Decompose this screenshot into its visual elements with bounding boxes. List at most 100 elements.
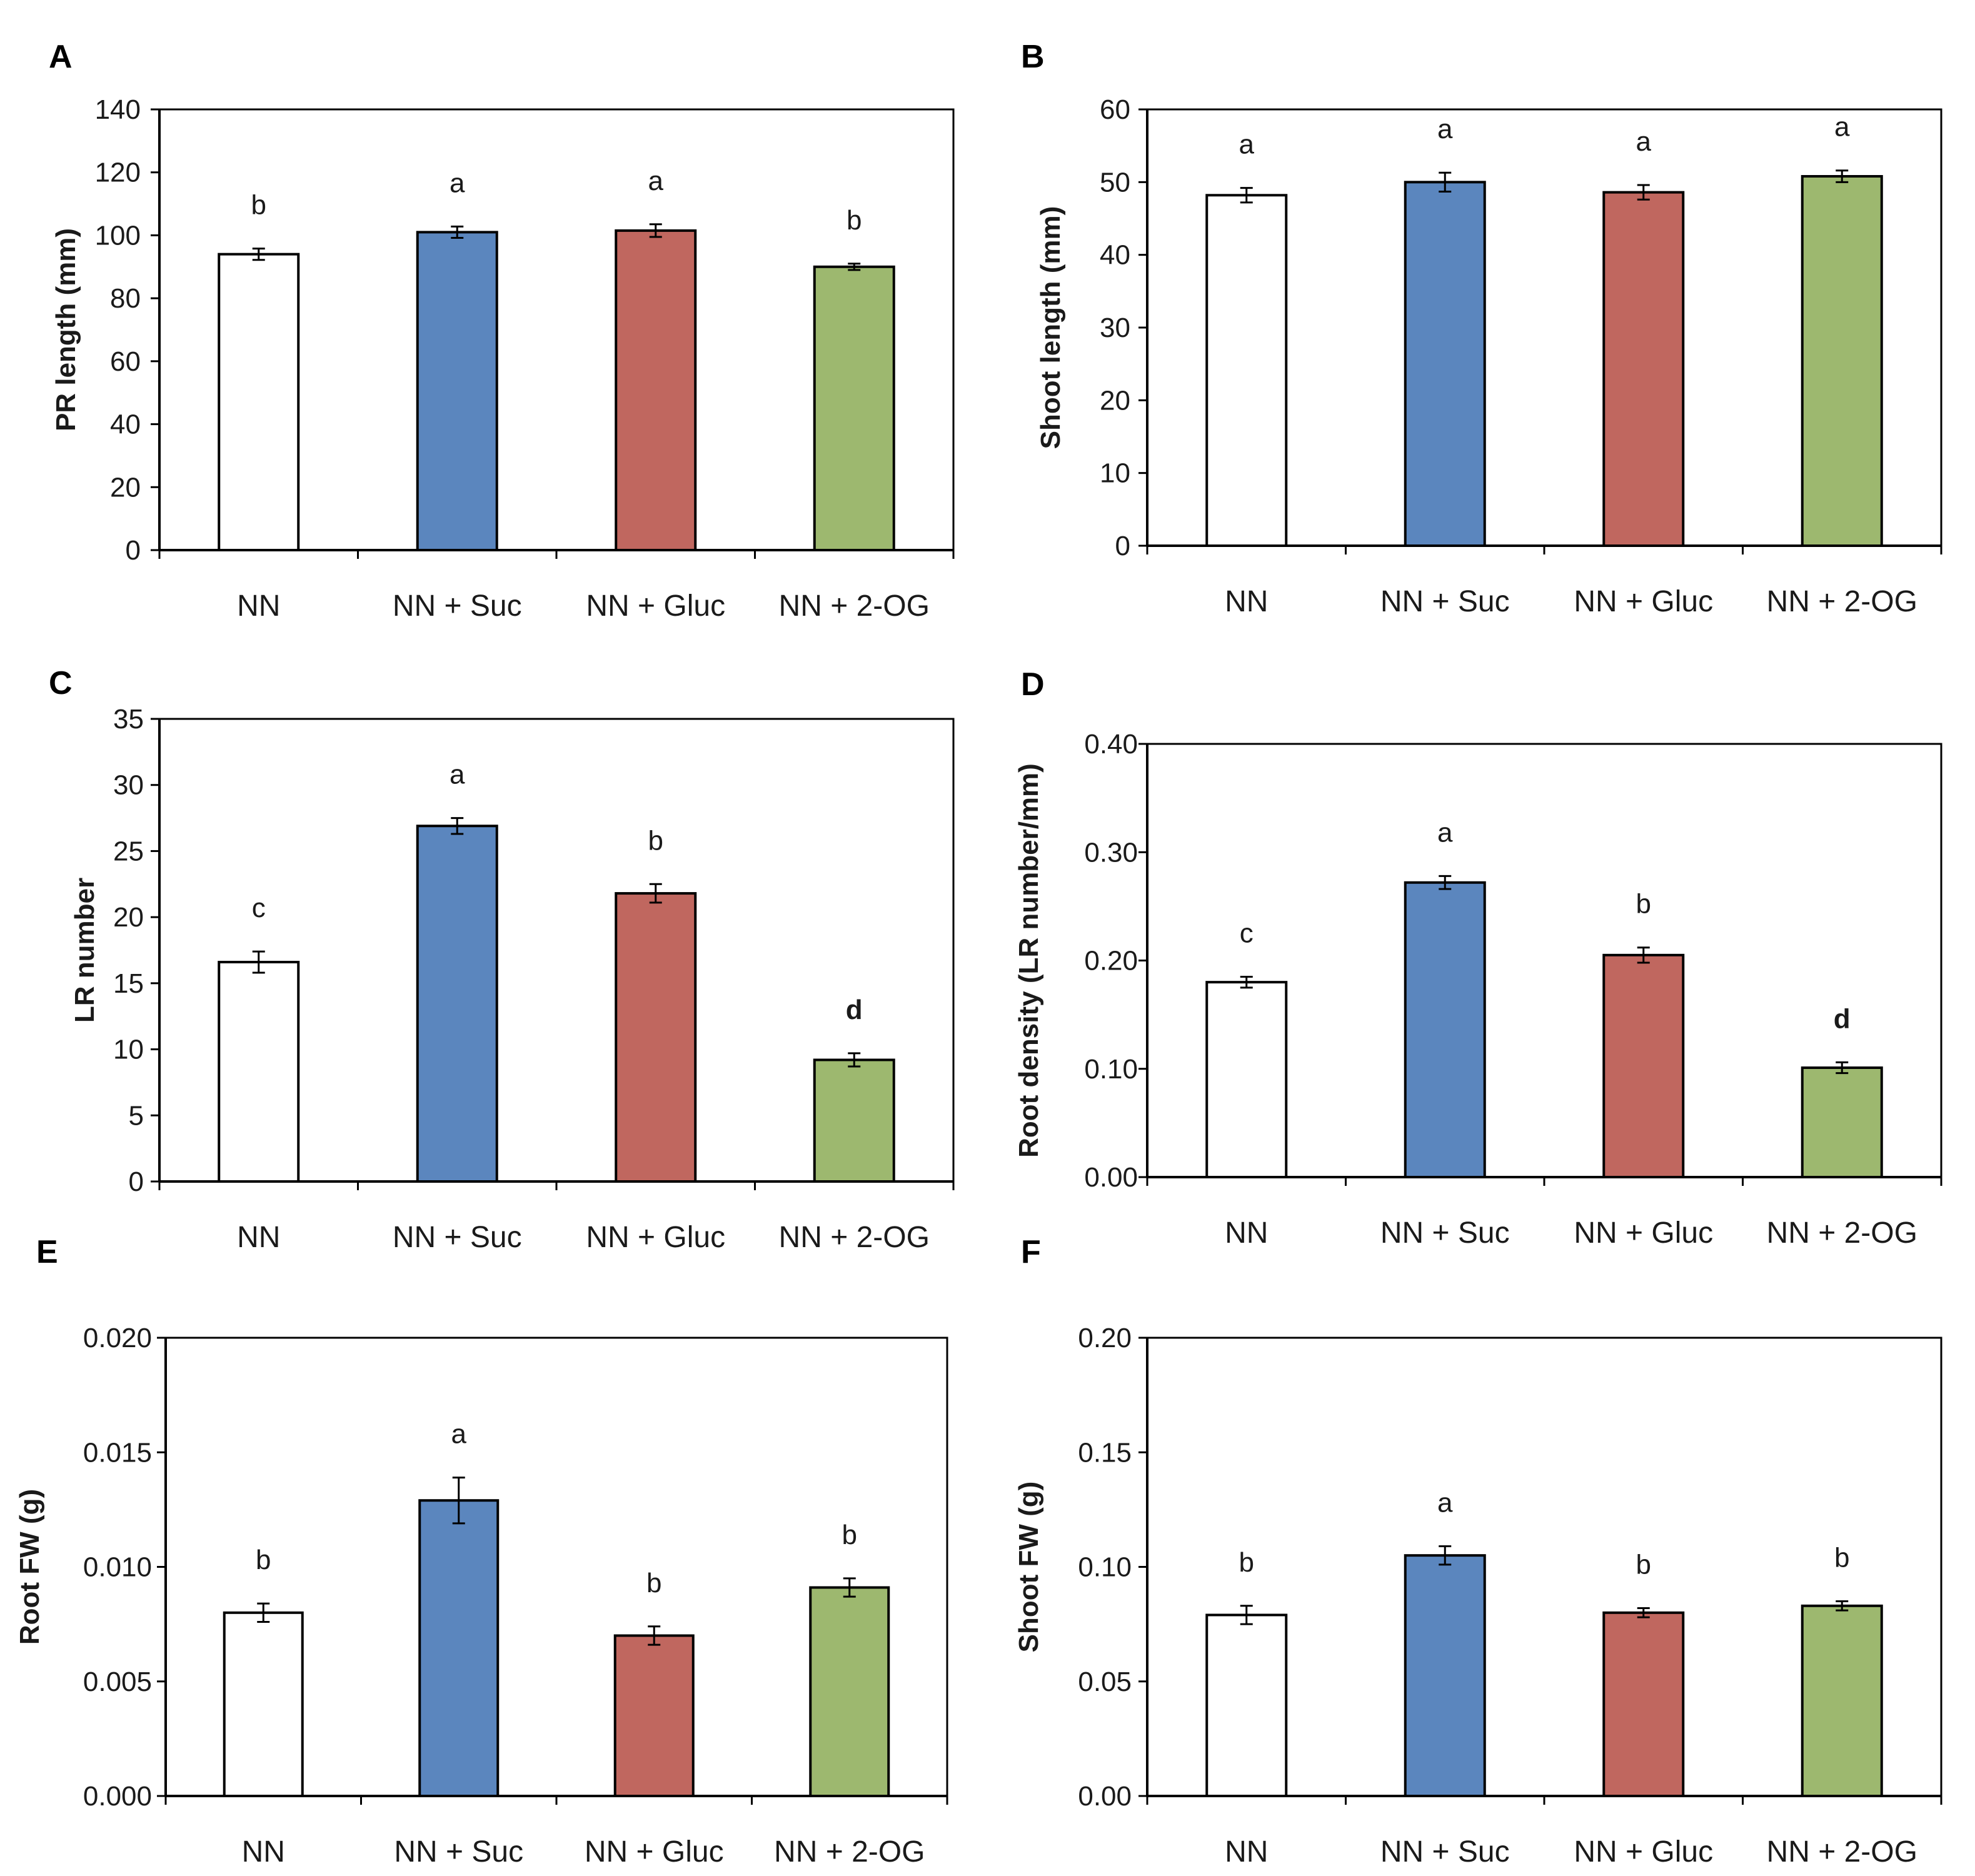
bar	[613, 1634, 695, 1797]
significance-label: a	[450, 168, 465, 198]
y-tick-label: 40	[1100, 240, 1130, 271]
x-tick-label: NN + 2-OG	[1767, 1216, 1917, 1250]
y-axis-label: Root density (LR number/mm)	[1013, 763, 1044, 1158]
y-tick-label: 120	[95, 158, 141, 188]
y-tick-label: 10	[113, 1035, 144, 1065]
y-tick-label: 0.00	[1084, 1162, 1138, 1193]
y-tick-label: 30	[113, 770, 144, 801]
bar	[809, 1586, 890, 1798]
significance-label: b	[256, 1545, 271, 1575]
x-tick-label: NN	[237, 1221, 280, 1254]
bar	[1404, 881, 1486, 1178]
y-tick-label: 0.10	[1084, 1054, 1138, 1085]
y-tick-label: 20	[113, 902, 144, 933]
panel-letter: F	[1021, 1234, 1041, 1270]
y-tick-label: 0.015	[83, 1437, 152, 1468]
y-tick-label: 60	[110, 346, 141, 377]
significance-label: a	[1437, 114, 1453, 144]
x-tick-label: NN + 2-OG	[1767, 585, 1917, 618]
chart-panel-f: F 0.00 0.05 0.10 0.15 0.20 Shoot FW (g) b NN a NN …	[1013, 1234, 1942, 1868]
x-tick-label: NN + 2-OG	[774, 1835, 925, 1868]
significance-label: b	[1834, 1542, 1849, 1573]
panel-letter: C	[49, 665, 73, 701]
y-tick-label: 35	[113, 704, 144, 735]
bar	[1801, 1604, 1883, 1797]
significance-label: b	[1239, 1547, 1254, 1578]
bar	[1801, 175, 1883, 547]
bar	[1801, 1066, 1883, 1178]
chart-panel-d: D 0.00 0.10 0.20 0.30 0.40 Root density (LR nu…	[1013, 666, 1942, 1250]
y-axis-label: Shoot length (mm)	[1035, 206, 1066, 449]
x-tick-label: NN + Gluc	[585, 1835, 724, 1868]
significance-label: a	[648, 166, 664, 196]
x-tick-label: NN	[237, 589, 280, 623]
bar	[1205, 1613, 1288, 1798]
y-tick-label: 0.010	[83, 1552, 152, 1583]
y-axis-label: Root FW (g)	[14, 1489, 45, 1645]
significance-label: d	[846, 995, 863, 1025]
significance-label: a	[451, 1419, 467, 1450]
bar	[813, 1058, 895, 1183]
y-tick-label: 0	[126, 535, 141, 566]
y-tick-label: 0.20	[1084, 946, 1138, 976]
y-tick-label: 40	[110, 409, 141, 440]
significance-label: b	[1636, 889, 1651, 920]
bar	[1205, 194, 1288, 548]
x-tick-label: NN + 2-OG	[779, 1221, 930, 1254]
x-tick-label: NN + Gluc	[586, 589, 725, 623]
x-tick-label: NN + Suc	[1380, 1216, 1510, 1250]
y-tick-label: 0.40	[1084, 729, 1138, 760]
y-tick-label: 0	[129, 1166, 144, 1197]
y-tick-label: 15	[113, 968, 144, 999]
y-axis-label: PR length (mm)	[51, 228, 81, 431]
y-tick-label: 50	[1100, 167, 1130, 198]
significance-label: a	[1834, 112, 1850, 143]
significance-label: a	[1437, 817, 1453, 848]
bar	[615, 892, 697, 1183]
panel-letter: D	[1021, 666, 1045, 703]
bar	[223, 1611, 304, 1798]
y-tick-label: 20	[1100, 385, 1130, 416]
significance-label: a	[1636, 126, 1652, 157]
panel-letter: E	[36, 1234, 58, 1270]
bar	[218, 961, 300, 1183]
significance-label: d	[1834, 1003, 1851, 1034]
significance-label: a	[450, 760, 465, 790]
x-tick-label: NN	[1225, 585, 1268, 618]
x-tick-label: NN + Suc	[1380, 1835, 1510, 1868]
chart-panel-c: C 0 5 10 15 20 25 30 35 LR number c NN a NN + Suc b NN …	[49, 665, 955, 1254]
x-tick-label: NN + Suc	[393, 1221, 522, 1254]
y-tick-label: 0.10	[1078, 1552, 1132, 1583]
significance-label: b	[847, 205, 862, 236]
x-tick-label: NN + Gluc	[1574, 585, 1713, 618]
bar	[1205, 981, 1288, 1179]
significance-label: b	[646, 1568, 661, 1598]
x-tick-label: NN + 2-OG	[779, 589, 930, 623]
y-tick-label: 0.05	[1078, 1667, 1132, 1697]
x-tick-label: NN + Suc	[394, 1835, 523, 1868]
y-tick-label: 140	[95, 94, 141, 125]
panel-letter: A	[49, 39, 73, 75]
y-tick-label: 0.00	[1078, 1781, 1132, 1812]
bar	[218, 253, 300, 551]
y-axis-label: LR number	[69, 878, 100, 1023]
y-tick-label: 10	[1100, 458, 1130, 489]
bar	[1404, 181, 1486, 548]
bar	[813, 265, 895, 551]
bar	[1602, 953, 1685, 1179]
y-tick-label: 100	[95, 220, 141, 251]
panel-letter: B	[1021, 39, 1045, 75]
y-tick-label: 0.020	[83, 1323, 152, 1353]
bar	[1602, 191, 1685, 547]
y-tick-label: 25	[113, 836, 144, 866]
y-axis-label: Shoot FW (g)	[1013, 1482, 1044, 1653]
x-tick-label: NN + 2-OG	[1767, 1835, 1917, 1868]
bar	[416, 231, 498, 551]
x-tick-label: NN	[1225, 1835, 1268, 1868]
x-tick-label: NN	[242, 1835, 285, 1868]
y-tick-label: 0.000	[83, 1781, 152, 1812]
x-tick-label: NN + Gluc	[586, 1221, 725, 1254]
bar	[416, 825, 498, 1183]
bar	[1602, 1611, 1685, 1798]
bar	[418, 1499, 500, 1798]
